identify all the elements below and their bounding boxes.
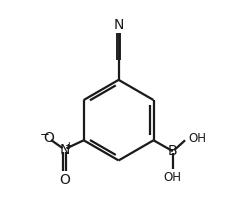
Text: OH: OH [189, 132, 207, 145]
Text: B: B [168, 144, 178, 158]
Text: +: + [65, 141, 74, 151]
Text: OH: OH [164, 171, 182, 184]
Text: O: O [43, 131, 54, 145]
Text: N: N [59, 143, 69, 157]
Text: N: N [114, 18, 124, 32]
Text: O: O [59, 173, 70, 187]
Text: −: − [39, 128, 49, 141]
